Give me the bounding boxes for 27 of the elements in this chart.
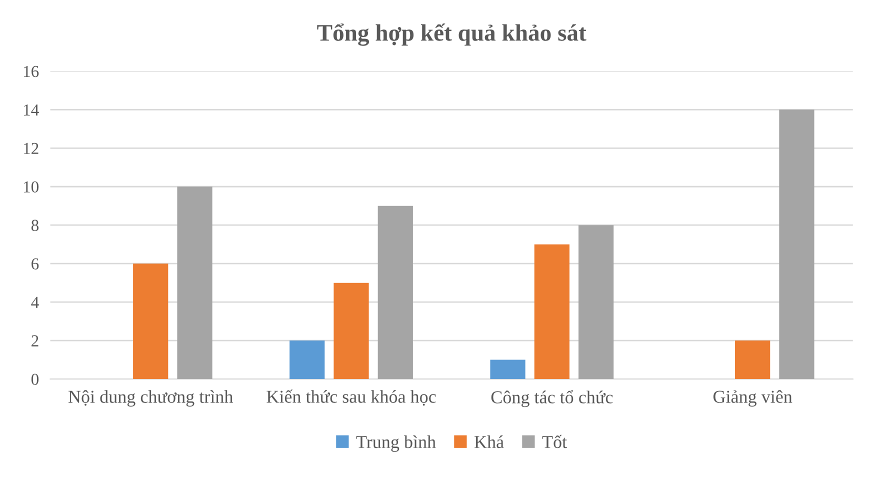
y-tick-label: 0 [31,374,39,385]
y-tick-label: 6 [32,258,39,270]
bar [133,264,168,380]
bar [334,282,369,380]
y-tick-label: 10 [24,181,39,193]
bar [735,340,770,380]
x-tick-label: Giảng viên [713,390,792,407]
x-tick-label: Kiến thức sau khóa học [266,390,436,406]
chart-title: Tổng hợp kết quả khảo sát [317,23,586,46]
legend-label: Tốt [542,434,567,448]
y-tick-label: 16 [24,66,39,78]
y-tick-label: 2 [32,335,38,346]
y-tick-label: 14 [24,104,39,116]
x-tick-label: Công tác tổ chức [491,390,613,408]
bar [378,206,413,380]
bar [779,110,814,380]
bar [290,340,325,380]
bar [534,244,570,380]
legend-label: Trung bình [356,435,436,452]
legend-label: Khá [474,435,504,448]
bar [578,225,614,380]
y-tick-label: 4 [31,296,39,308]
x-tick-label: Nội dung chương trình [68,390,233,407]
y-tick-label: 12 [24,142,38,154]
y-tick-label: 8 [31,220,39,232]
bar [177,186,212,380]
bar [490,360,526,380]
